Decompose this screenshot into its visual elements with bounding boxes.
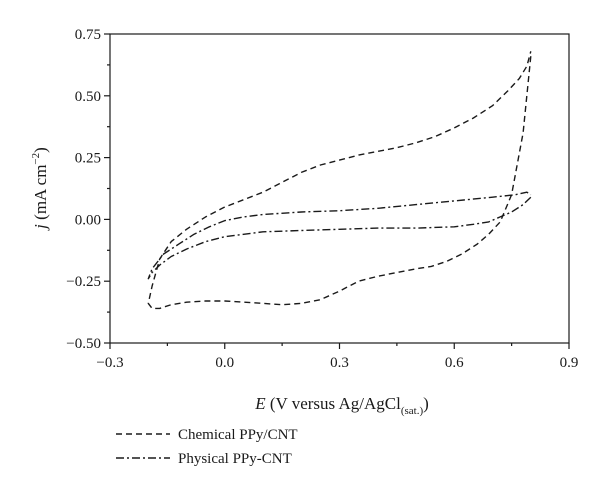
x-tick-label: 0.3 — [330, 355, 349, 371]
axis-ticks — [104, 33, 570, 349]
y-tick-label: 0.00 — [75, 212, 101, 228]
series-line-1 — [147, 51, 532, 310]
y-tick-label: −0.25 — [66, 274, 101, 290]
series-line-2 — [147, 191, 532, 280]
plot-frame — [109, 33, 570, 344]
y-tick-label: −0.50 — [66, 336, 101, 352]
y-tick-label: 0.75 — [75, 27, 101, 43]
x-tick-label: 0.0 — [215, 355, 234, 371]
x-tick-label: −0.3 — [96, 355, 123, 371]
legend-label-2: Physical PPy-CNT — [178, 451, 292, 467]
y-tick-label: 0.50 — [75, 89, 101, 105]
y-axis-title: j (mA cm−2) — [30, 147, 50, 231]
x-axis-title: E (V versus Ag/AgCl(sat.)) — [254, 394, 429, 417]
x-tick-label: 0.9 — [560, 355, 579, 371]
tick-labels: −0.3 0.0 0.3 0.6 0.9 −0.50 −0.25 0.00 0.25 0.50 0.… — [66, 27, 578, 371]
legend-label-1: Chemical PPy/CNT — [178, 427, 298, 443]
x-tick-label: 0.6 — [445, 355, 464, 371]
series-group — [147, 51, 532, 310]
y-tick-label: 0.25 — [75, 151, 101, 167]
legend: Chemical PPy/CNT Physical PPy-CNT — [116, 427, 298, 467]
